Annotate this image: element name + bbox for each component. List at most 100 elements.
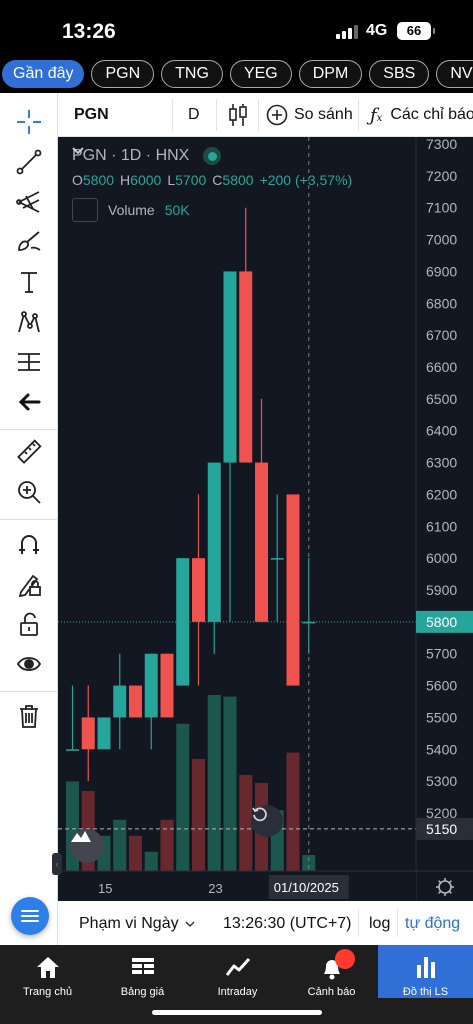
candle-body[interactable] — [270, 558, 284, 560]
volume-label: Volume — [108, 202, 155, 218]
time-axis[interactable] — [58, 871, 416, 901]
nav-history-chart[interactable]: Đồ thị LS — [378, 945, 473, 998]
home-indicator — [152, 1010, 322, 1015]
range-bar: Phạm vi Ngày 13:26:30 (UTC+7) log tự độn… — [58, 901, 473, 945]
candlestick-chart-svg[interactable]: 5200 5300 5400 5500 5600 5700 5800 5900 6000 6100… — [58, 137, 473, 901]
candle-body[interactable] — [223, 271, 237, 463]
text-tool-icon[interactable] — [0, 265, 58, 299]
battery-icon: 66 — [397, 22, 435, 40]
chip-recent[interactable]: Gần đây — [2, 60, 85, 88]
magnet-icon[interactable] — [0, 527, 58, 561]
table-icon — [131, 958, 154, 974]
zoom-in-icon[interactable] — [0, 475, 58, 509]
back-arrow-icon[interactable] — [0, 385, 58, 419]
nav-intraday[interactable]: Intraday — [190, 945, 285, 998]
pattern-icon[interactable] — [0, 305, 58, 339]
plus-circle-icon — [266, 104, 288, 126]
log-scale-toggle[interactable]: log — [369, 915, 391, 932]
chip-ticker[interactable]: TNG — [161, 60, 223, 88]
trend-line-icon[interactable] — [0, 145, 58, 179]
candle-body[interactable] — [160, 653, 174, 718]
price-tick-label: 6600 — [426, 359, 457, 375]
chart-legend: PGN · 1D · HNX O5800 H6000 L5700 C5800 +… — [72, 147, 352, 222]
candle-body[interactable] — [113, 685, 127, 718]
price-tick-label: 5400 — [426, 741, 457, 757]
refresh-icon — [252, 807, 267, 822]
price-chart[interactable]: 5200 5300 5400 5500 5600 5700 5800 5900 6000 6100… — [52, 137, 473, 901]
candle-body[interactable] — [176, 558, 190, 686]
network-type: 4G — [366, 22, 388, 39]
volume-bar — [302, 855, 316, 871]
collapse-legend-button[interactable] — [72, 147, 98, 222]
candle-type-icon[interactable] — [226, 102, 250, 128]
price-tick-label: 5300 — [426, 773, 457, 789]
chip-ticker[interactable]: PGN — [91, 60, 155, 88]
menu-button[interactable] — [11, 897, 49, 935]
indicators-button[interactable]: ƒx Các chỉ báo — [370, 103, 473, 127]
candle-body[interactable] — [207, 462, 221, 622]
volume-bar — [113, 819, 127, 871]
market-status-icon — [203, 147, 222, 165]
chart-toolbar: PGN D So sánh ƒx Các chỉ báo — [58, 93, 473, 137]
price-axis[interactable] — [416, 137, 473, 901]
status-time: 13:26 — [62, 20, 116, 43]
status-bar: 13:26 4G 66 — [0, 0, 473, 60]
price-tick-label: 6900 — [426, 263, 457, 279]
volume-value: 50K — [164, 202, 190, 218]
compare-button[interactable]: So sánh — [266, 103, 353, 127]
timezone-clock[interactable]: 13:26:30 (UTC+7) — [223, 915, 352, 932]
settings-gear-icon[interactable] — [436, 878, 454, 896]
measure-range-icon[interactable] — [0, 345, 58, 379]
candle-body[interactable] — [81, 717, 95, 750]
chip-ticker[interactable]: DPM — [298, 60, 363, 88]
candle-body[interactable] — [129, 685, 142, 718]
time-tick-label: 15 — [98, 881, 112, 896]
candle-body[interactable] — [302, 621, 316, 624]
nav-price-board[interactable]: Bảng giá — [95, 945, 190, 998]
volume-bar — [207, 695, 221, 871]
brush-icon[interactable] — [0, 225, 58, 259]
nav-home[interactable]: Trang chủ — [0, 945, 95, 998]
symbol-search-button[interactable]: PGN — [74, 106, 109, 123]
volume-bar — [160, 819, 174, 871]
nav-alerts[interactable]: Cảnh báo — [285, 945, 378, 998]
chip-ticker[interactable]: NVL — [436, 60, 473, 88]
candle-body[interactable] — [255, 462, 268, 622]
pitchfork-icon[interactable] — [0, 185, 58, 219]
price-tick-label: 6100 — [426, 518, 457, 534]
price-tick-label: 5200 — [426, 805, 457, 821]
price-tick-label: 7300 — [426, 137, 457, 152]
ruler-icon[interactable] — [0, 435, 58, 469]
chip-ticker[interactable]: SBS — [369, 60, 430, 88]
reset-chart-button[interactable] — [251, 805, 283, 837]
chevron-down-icon — [72, 147, 84, 155]
tradingview-logo-icon[interactable] — [70, 829, 104, 863]
volume-bar — [129, 835, 142, 871]
notification-badge — [335, 949, 355, 969]
auto-scale-toggle[interactable]: tự động — [405, 915, 461, 932]
collapse-toolbar-handle[interactable]: ‹ — [52, 853, 62, 875]
crosshair-icon[interactable] — [0, 105, 58, 139]
candle-body[interactable] — [97, 717, 111, 750]
chip-ticker[interactable]: YEG — [229, 60, 292, 88]
time-tick-label: 23 — [208, 881, 222, 896]
volume-bar — [239, 775, 253, 871]
line-chart-icon — [225, 957, 250, 976]
candle-body[interactable] — [192, 558, 205, 622]
candle-body[interactable] — [239, 271, 253, 463]
price-tick-label: 6700 — [426, 327, 457, 343]
candle-body[interactable] — [144, 653, 158, 718]
candle-body[interactable] — [66, 749, 79, 751]
hamburger-icon — [21, 910, 39, 922]
price-tick-label: 5700 — [426, 646, 457, 662]
range-selector[interactable]: Phạm vi Ngày — [79, 915, 195, 933]
candle-body[interactable] — [286, 494, 300, 686]
function-icon: ƒx — [370, 104, 383, 126]
resolution-button[interactable]: D — [188, 106, 200, 123]
lock-pencil-icon[interactable] — [0, 567, 58, 601]
legend-title: PGN · 1D · HNX — [72, 147, 190, 164]
unlock-icon[interactable] — [0, 607, 58, 641]
volume-bar — [286, 752, 300, 871]
trash-icon[interactable] — [0, 699, 58, 733]
eye-icon[interactable] — [0, 647, 58, 681]
